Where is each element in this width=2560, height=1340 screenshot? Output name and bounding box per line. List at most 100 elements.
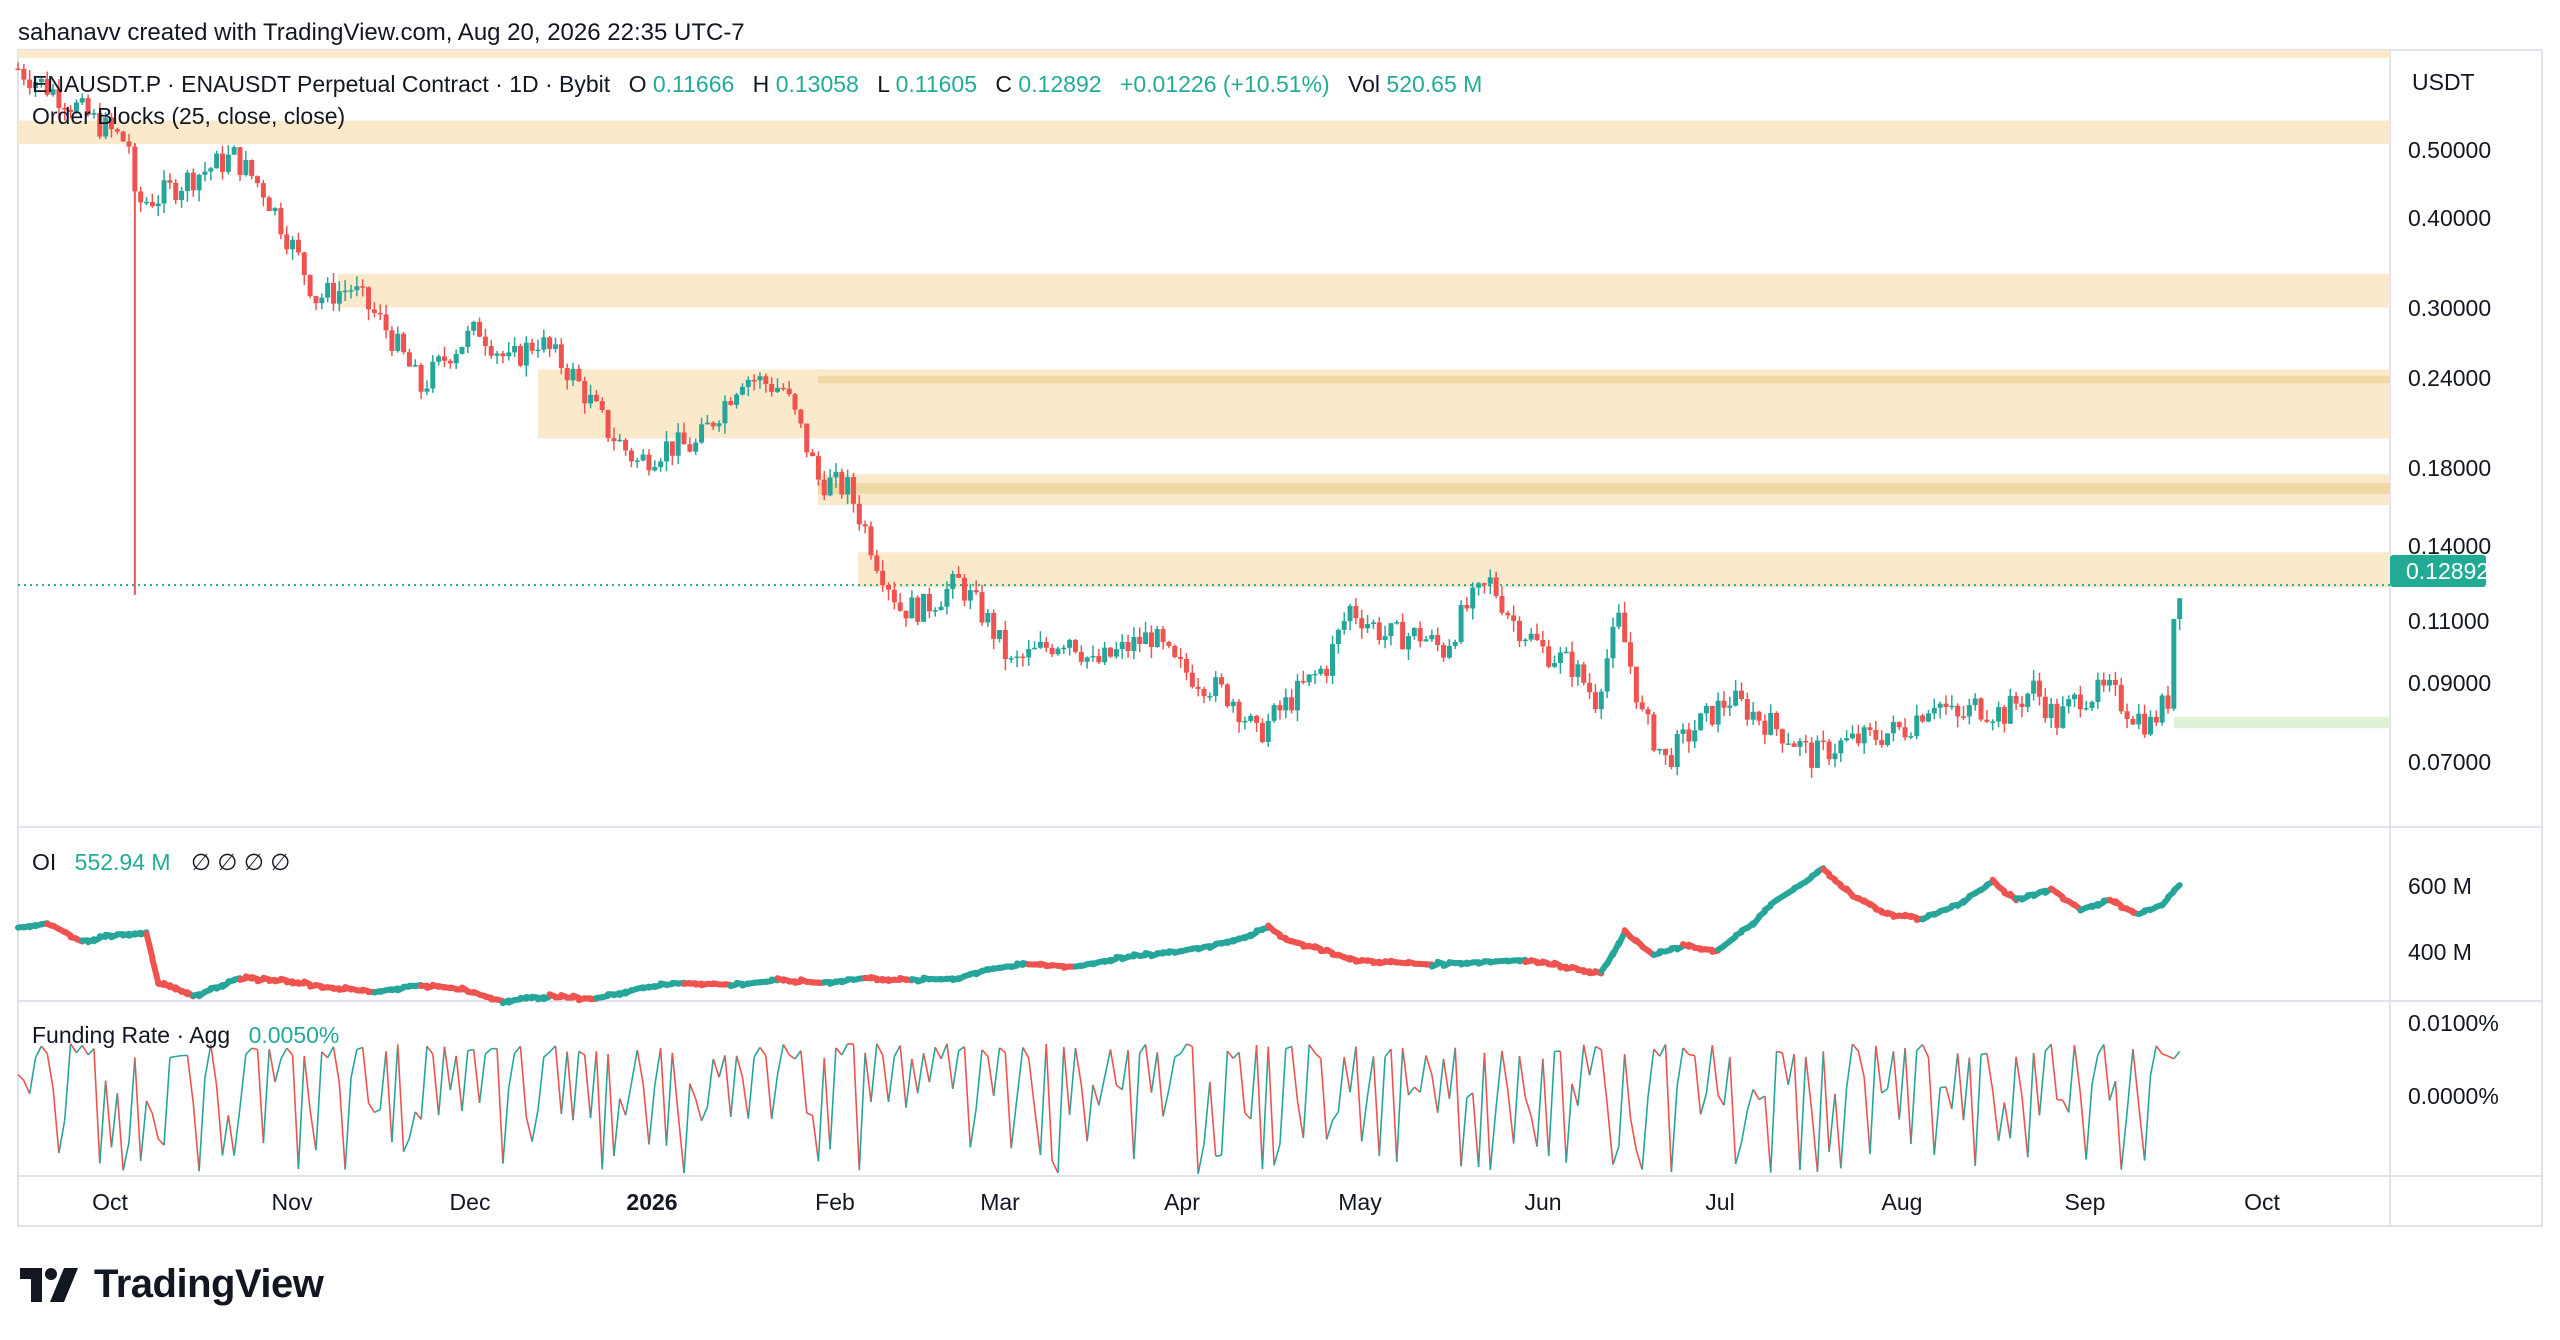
price-tick: 0.40000 xyxy=(2408,205,2491,231)
candle xyxy=(50,83,56,97)
funding-segment xyxy=(1436,1058,1445,1113)
funding-segment xyxy=(1816,1051,1825,1172)
funding-segment xyxy=(1290,1046,1299,1101)
candle xyxy=(810,448,816,457)
funding-segment xyxy=(893,1045,901,1057)
funding-segment xyxy=(332,1046,341,1083)
funding-segment xyxy=(1595,1045,1602,1051)
funding-segment xyxy=(1267,1046,1275,1166)
candle xyxy=(991,609,997,650)
funding-segment xyxy=(613,1098,621,1156)
funding-segment xyxy=(2091,1054,2099,1085)
funding-segment xyxy=(852,1044,861,1171)
candle xyxy=(815,451,821,486)
funding-segment xyxy=(1285,1045,1292,1050)
funding-segment xyxy=(1448,1047,1457,1099)
candle xyxy=(1587,673,1593,700)
candle xyxy=(1294,673,1300,722)
funding-segment xyxy=(1664,1044,1673,1173)
candle xyxy=(278,202,284,240)
candle xyxy=(1832,743,1838,768)
funding-segment xyxy=(624,1082,633,1116)
funding-segment xyxy=(916,1053,925,1094)
candle xyxy=(576,364,582,383)
candle xyxy=(1645,706,1651,725)
candle xyxy=(1861,725,1867,754)
candle xyxy=(266,195,272,211)
candle xyxy=(1429,629,1435,642)
candle xyxy=(915,595,921,626)
funding-segment xyxy=(262,1048,271,1144)
oi-legend[interactable]: OI 552.94 M ∅ ∅ ∅ ∅ xyxy=(32,849,290,875)
candle xyxy=(144,197,150,206)
order-block-zones xyxy=(18,50,2390,729)
candle xyxy=(921,593,927,623)
candle xyxy=(2130,715,2136,726)
tradingview-logo[interactable]: TradingView xyxy=(20,1262,324,1307)
funding-segment xyxy=(1647,1048,1655,1098)
candle xyxy=(2083,701,2089,711)
candle xyxy=(886,582,892,601)
funding-segment xyxy=(46,1053,54,1088)
candle xyxy=(1067,638,1073,656)
funding-segment xyxy=(817,1058,826,1162)
funding-segment xyxy=(1442,1058,1451,1099)
funding-segment xyxy=(1717,1094,1725,1106)
funding-segment xyxy=(1115,1084,1123,1091)
candle xyxy=(967,583,973,610)
funding-legend[interactable]: Funding Rate · Agg 0.0050% xyxy=(32,1022,339,1048)
funding-segment xyxy=(788,1054,796,1060)
candle xyxy=(1744,692,1750,726)
price-tick: 0.30000 xyxy=(2408,295,2491,321)
funding-segment xyxy=(981,1049,989,1057)
candle xyxy=(284,226,290,255)
candle xyxy=(704,414,710,425)
funding-label: Funding Rate · Agg xyxy=(32,1022,230,1048)
candle xyxy=(325,277,331,303)
candle xyxy=(1061,644,1067,654)
candle xyxy=(377,304,383,321)
funding-segment xyxy=(408,1111,417,1139)
funding-segment xyxy=(975,1049,983,1109)
funding-segment xyxy=(2114,1080,2123,1170)
candle xyxy=(1733,680,1739,707)
funding-segment xyxy=(1273,1143,1281,1166)
candle xyxy=(1522,637,1528,647)
funding-segment xyxy=(1810,1109,1819,1172)
funding-segment xyxy=(449,1055,457,1091)
indicator-legend[interactable]: Order Blocks (25, close, close) xyxy=(32,103,345,129)
time-axis[interactable]: Oct Nov Dec 2026 Feb Mar Apr May Jun Jul… xyxy=(92,1189,2280,1215)
price-axis[interactable]: 0.50000 0.40000 0.30000 0.24000 0.18000 … xyxy=(2408,137,2491,775)
funding-segment xyxy=(525,1116,533,1142)
candle xyxy=(1663,748,1669,766)
funding-segment xyxy=(1940,1086,1947,1089)
funding-segment xyxy=(2143,1075,2152,1161)
price-tick: 0.50000 xyxy=(2408,137,2491,163)
candle xyxy=(155,195,161,216)
funding-segment xyxy=(2137,1105,2146,1161)
funding-segment xyxy=(922,1053,931,1083)
candle xyxy=(897,593,903,612)
candle xyxy=(1774,711,1780,736)
candle xyxy=(465,325,471,354)
currency-label[interactable]: USDT xyxy=(2412,69,2475,95)
change-value: +0.01226 (+10.51%) xyxy=(1120,71,1330,97)
candle xyxy=(348,284,354,299)
funding-segment xyxy=(1834,1093,1842,1169)
funding-segment xyxy=(297,1055,306,1169)
price-candles xyxy=(15,62,2183,778)
candle xyxy=(541,329,547,353)
symbol-legend[interactable]: ENAUSDT.P · ENAUSDT Perpetual Contract ·… xyxy=(32,71,1482,97)
candle xyxy=(38,78,44,88)
candle xyxy=(1511,605,1517,632)
funding-segment xyxy=(1320,1058,1328,1140)
candle xyxy=(1598,688,1604,719)
candle xyxy=(2165,686,2171,714)
funding-segment xyxy=(69,1043,78,1054)
funding-segment xyxy=(648,1085,656,1145)
candle xyxy=(599,397,605,413)
candle xyxy=(371,302,377,318)
candle xyxy=(2001,705,2007,733)
candle xyxy=(21,64,27,86)
